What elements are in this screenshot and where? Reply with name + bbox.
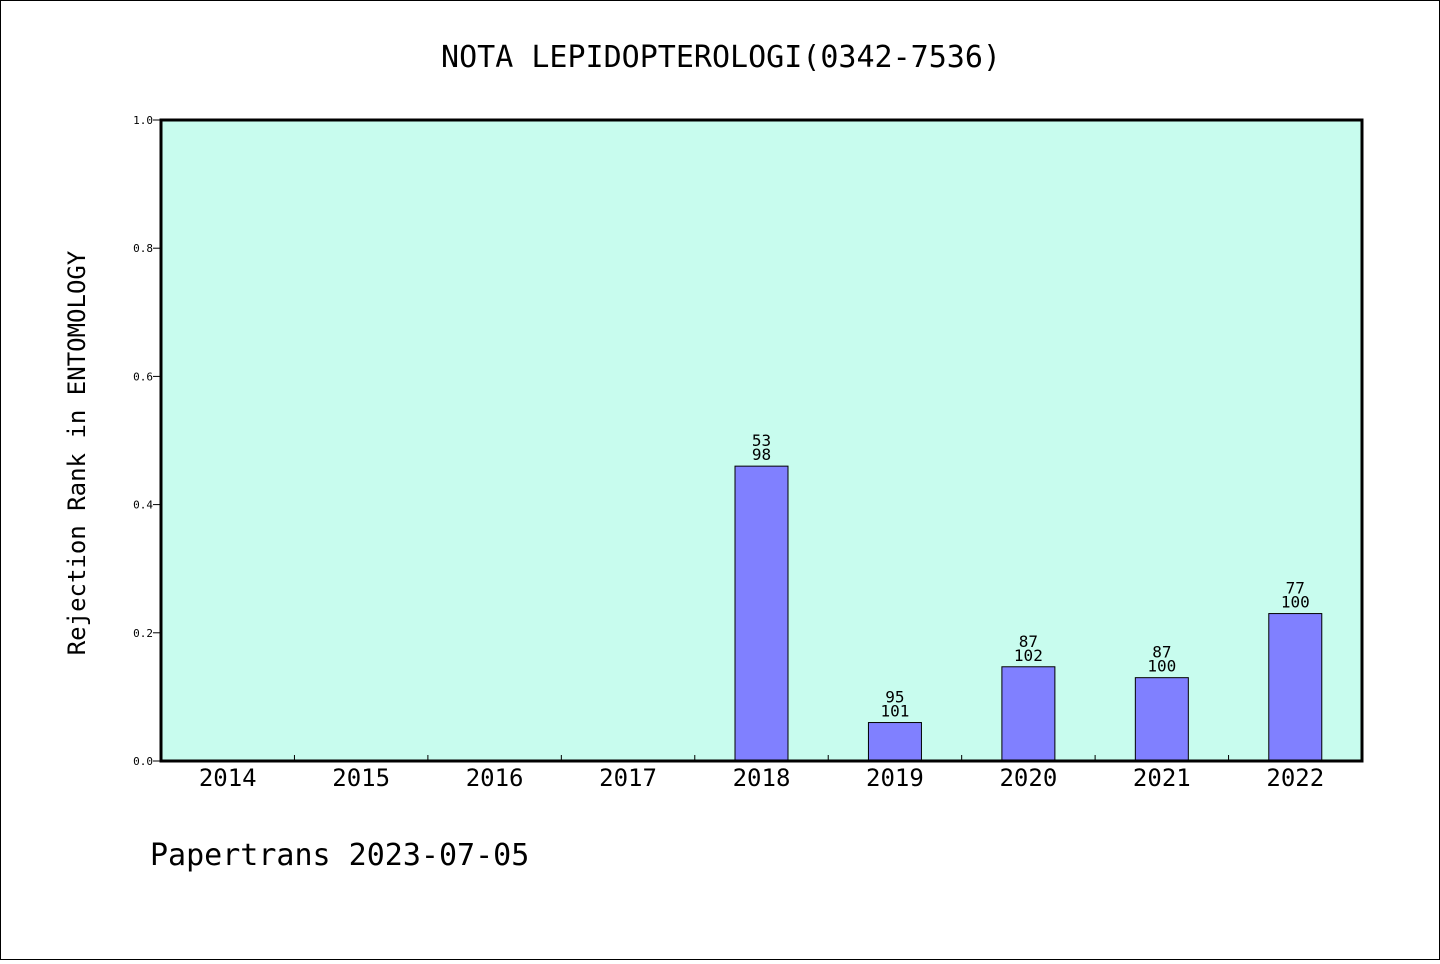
y-tick-label: 0.2 (133, 627, 153, 640)
bar-2018 (734, 465, 789, 762)
y-axis-label: Rejection Rank in ENTOMOLOGY (63, 250, 91, 655)
x-tick-label: 2019 (866, 764, 924, 792)
x-tick-label: 2017 (599, 764, 657, 792)
bar-2020 (1001, 666, 1056, 762)
bar-label-bottom: 100 (1147, 657, 1176, 676)
x-tick-label: 2018 (733, 764, 791, 792)
x-tick-label: 2022 (1266, 764, 1324, 792)
y-tick-label: 0.4 (133, 499, 153, 512)
bar-label-bottom: 101 (880, 702, 909, 721)
y-tick-label: 0.8 (133, 242, 153, 255)
x-tick-label: 2021 (1133, 764, 1191, 792)
bar-label-top: 77 (1286, 579, 1305, 598)
bar-2022 (1268, 613, 1323, 762)
x-axis-ticks: 2014 2015 2016 2017 2018 2019 2020 2021 2022 (199, 755, 1324, 792)
bar-label-top: 87 (1019, 632, 1038, 651)
bar-label-bottom: 102 (1014, 646, 1043, 665)
y-axis-ticks: 0.0 0.2 0.4 0.6 0.8 1.0 (133, 114, 161, 768)
y-tick-label: 0.0 (133, 755, 153, 768)
x-tick-label: 2014 (199, 764, 257, 792)
chart-title: NOTA LEPIDOPTEROLOGI(0342-7536) (441, 40, 1001, 75)
bar-label-top: 87 (1152, 643, 1171, 662)
y-tick-label: 1.0 (133, 114, 153, 127)
bar-label-top: 53 (752, 431, 771, 450)
bar-2019 (867, 722, 922, 762)
bar-2021 (1134, 677, 1189, 762)
x-tick-label: 2016 (466, 764, 524, 792)
plot-border (159, 118, 1364, 763)
footer-credit: Papertrans 2023-07-05 (150, 838, 529, 873)
bar-label-top: 95 (885, 688, 904, 707)
bars (734, 465, 1323, 762)
y-tick-label: 0.6 (133, 370, 153, 383)
bar-label-bottom: 98 (752, 445, 771, 464)
bar-label-bottom: 100 (1281, 593, 1310, 612)
x-tick-label: 2020 (999, 764, 1057, 792)
x-tick-label: 2015 (332, 764, 390, 792)
